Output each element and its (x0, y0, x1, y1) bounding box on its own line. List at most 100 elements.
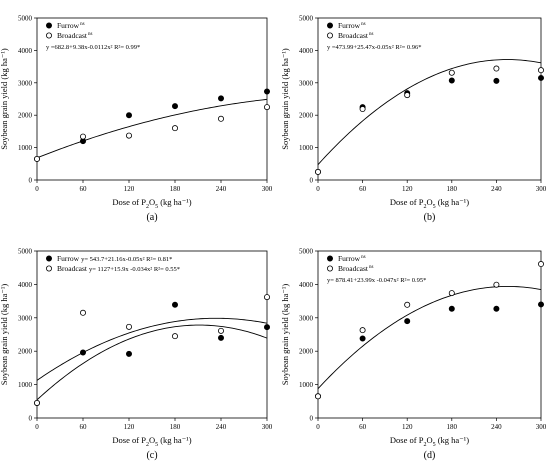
x-axis-label-part: 2 (423, 442, 426, 448)
y-tick-label: 0 (310, 415, 314, 423)
broadcast-point (34, 399, 41, 406)
y-tick-label: 1000 (299, 381, 314, 389)
x-axis-label-part: (kg ha⁻¹) (436, 435, 470, 445)
x-tick-label: 0 (316, 185, 320, 193)
y-tick-label: 4000 (18, 281, 33, 289)
x-axis-label-part: O (149, 197, 155, 207)
regression-curve (317, 285, 542, 389)
x-axis-label: Dose of P2O5 (kg ha⁻¹) (112, 435, 191, 448)
x-axis-label: Dose of P2O5 (kg ha⁻¹) (112, 197, 191, 210)
y-tick-label: 2000 (299, 348, 314, 356)
legend-equation: y= 543.7+21.16x-0.05x² R²= 0.81* (81, 256, 172, 263)
legend-marker (326, 22, 333, 29)
legend-series-name: Broadcast (338, 264, 369, 273)
y-tick-label: 0 (310, 177, 314, 185)
legend-marker (46, 255, 53, 262)
broadcast-point (359, 327, 366, 334)
regression-equation: y= 878.41+23.99x -0.047x² R²= 0.95* (327, 277, 426, 284)
broadcast-point (493, 281, 500, 288)
x-axis-label-part: Dose of P (112, 435, 146, 445)
x-tick-label: 0 (316, 423, 320, 431)
legend-label: Furrowns (57, 21, 85, 30)
furrow-point (448, 77, 455, 84)
x-tick-label: 0 (35, 423, 39, 431)
broadcast-point (359, 106, 366, 113)
y-tick-label: 3000 (299, 79, 314, 87)
panel-caption: (b) (424, 212, 436, 223)
y-axis-label: Soybean grain yield (kg ha⁻¹) (280, 284, 290, 386)
broadcast-point (171, 333, 178, 340)
x-tick-label: 180 (447, 423, 458, 431)
x-tick-label: 300 (262, 423, 273, 431)
x-tick-label: 240 (216, 423, 227, 431)
y-tick-label: 5000 (18, 248, 33, 256)
furrow-point (359, 335, 366, 342)
legend-significance: ns (88, 32, 93, 37)
furrow-point (448, 305, 455, 312)
x-tick-label: 120 (402, 423, 413, 431)
x-axis-label-part: O (426, 435, 432, 445)
furrow-point (126, 350, 133, 357)
furrow-point (171, 301, 178, 308)
legend-marker (46, 265, 53, 272)
legend-series-name: Furrow (338, 21, 361, 30)
panel-caption: (a) (146, 212, 157, 223)
x-tick-label: 240 (216, 185, 227, 193)
broadcast-point (80, 133, 87, 140)
y-tick-label: 2000 (18, 112, 33, 120)
y-tick-label: 5000 (299, 248, 314, 256)
x-axis-label-part: (kg ha⁻¹) (158, 435, 192, 445)
legend-significance: ns (80, 22, 85, 27)
broadcast-point (493, 65, 500, 72)
furrow-point (538, 74, 545, 81)
chart-panel: 0 60 120 180 240 300010002000300040005000Soyb… (0, 248, 273, 461)
broadcast-point (80, 309, 87, 316)
legend-label: Broadcastns (338, 31, 374, 40)
legend-series-name: Furrow (57, 254, 80, 263)
legend-marker (326, 32, 333, 39)
x-tick-label: 60 (359, 423, 367, 431)
x-tick-label: 300 (536, 423, 547, 431)
regression-equation: y =682.8+9.38x-0.0112x² R²= 0.99* (46, 44, 140, 51)
x-tick-label: 300 (262, 185, 273, 193)
x-tick-label: 180 (170, 185, 181, 193)
x-tick-label: 0 (35, 185, 39, 193)
regression-curve (36, 98, 268, 159)
regression-equation: y =473.99+25.47x-0.05x² R²= 0.96* (327, 44, 422, 51)
broadcast-point (404, 92, 411, 99)
y-tick-label: 5000 (18, 15, 33, 23)
furrow-point (80, 349, 87, 356)
legend-label: Furrow y= 543.7+21.16x-0.05x² R²= 0.81* (57, 254, 172, 263)
y-tick-label: 4000 (18, 47, 33, 55)
legend-label: Broadcastns (338, 264, 374, 273)
legend-significance: ns (361, 255, 366, 260)
legend-label: Furrowns (338, 21, 366, 30)
legend-significance: ns (369, 265, 374, 270)
regression-curve (317, 59, 542, 165)
x-axis-label: Dose of P2O5 (kg ha⁻¹) (390, 435, 469, 448)
broadcast-point (126, 132, 133, 139)
regression-curve (36, 317, 268, 381)
y-tick-label: 4000 (299, 47, 314, 55)
x-tick-label: 120 (124, 423, 135, 431)
y-tick-label: 4000 (299, 281, 314, 289)
furrow-point (263, 88, 270, 95)
furrow-point (538, 301, 545, 308)
x-axis-label-part: 5 (155, 204, 158, 210)
legend-label: Broadcast y= 1127+15.9x -0.034x² R²= 0.55… (57, 264, 180, 273)
y-tick-label: 3000 (18, 314, 33, 322)
x-tick-label: 60 (80, 423, 88, 431)
furrow-point (263, 324, 270, 331)
furrow-point (493, 77, 500, 84)
broadcast-point (314, 393, 321, 400)
x-tick-label: 300 (536, 185, 547, 193)
chart-panel: 0 60 120 180 240 300010002000300040005000Soyb… (0, 15, 273, 224)
legend-marker (46, 22, 53, 29)
broadcast-point (217, 115, 224, 122)
y-axis-label: Soybean grain yield (kg ha⁻¹) (0, 48, 9, 150)
broadcast-point (263, 294, 270, 301)
y-axis-label: Soybean grain yield (kg ha⁻¹) (0, 284, 9, 386)
x-axis-label-part: 5 (433, 442, 436, 448)
x-axis-label-part: Dose of P (112, 197, 146, 207)
